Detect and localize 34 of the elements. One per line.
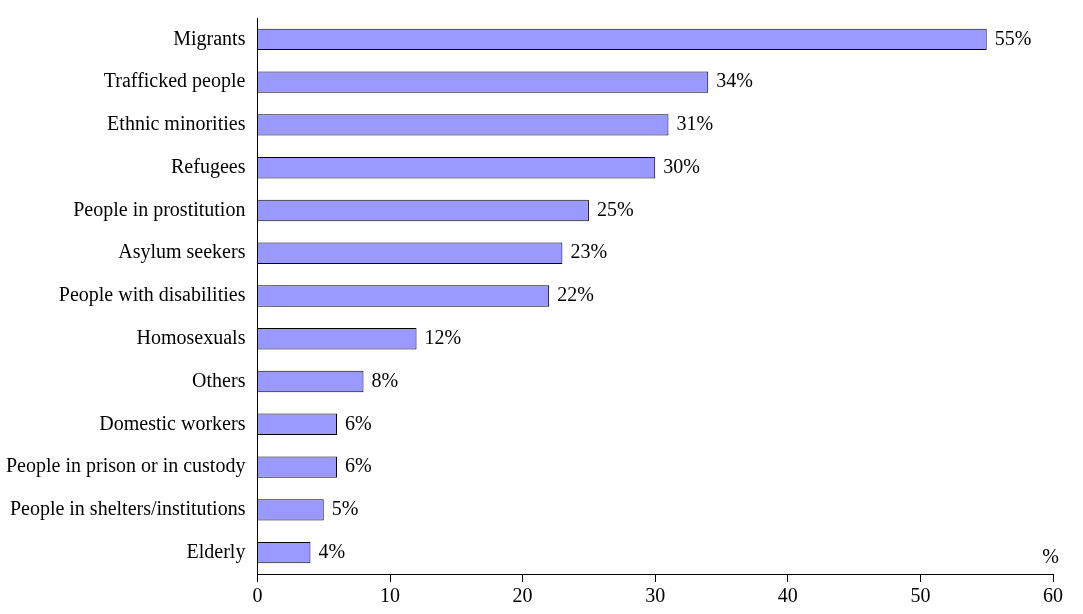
y-tick-label: Homosexuals (136, 326, 246, 349)
y-tick-label: Migrants (173, 26, 246, 50)
data-label: 12% (424, 326, 462, 349)
y-tick-label: People in shelters/institutions (9, 497, 246, 521)
y-tick-label: People in prison or in custody (5, 454, 246, 478)
data-label: 31% (676, 112, 714, 135)
data-label: 6% (344, 454, 372, 477)
x-tick-label: 40 (777, 584, 798, 607)
data-label: 5% (331, 497, 359, 520)
y-tick-label: Refugees (171, 154, 246, 178)
x-tick-label: 0 (252, 584, 263, 607)
y-tick-label: Elderly (186, 539, 246, 563)
x-tick-label: 60 (1043, 584, 1063, 607)
x-tick-label: 20 (512, 584, 533, 607)
y-tick-label: People in prostitution (73, 197, 246, 221)
y-tick-label: Others (192, 368, 246, 391)
data-label: 6% (344, 411, 372, 434)
y-tick-label: Ethnic minorities (107, 112, 246, 135)
y-tick-label: Domestic workers (99, 411, 246, 434)
x-tick-label: 50 (910, 584, 931, 607)
x-tick-label: 10 (380, 584, 401, 607)
x-axis-title: % (1042, 545, 1059, 568)
y-tick-label: People with disabilities (58, 283, 246, 307)
data-label: 30% (663, 154, 700, 177)
x-tick-label: 30 (645, 584, 666, 607)
data-label: 25% (596, 197, 634, 220)
y-tick-label: Trafficked people (103, 69, 246, 93)
data-label: 34% (716, 69, 753, 92)
data-label: 23% (570, 240, 608, 263)
data-label: 8% (371, 368, 399, 391)
data-label: 4% (318, 539, 346, 562)
data-label: 55% (994, 26, 1032, 49)
y-tick-label: Asylum seekers (118, 240, 246, 264)
data-label: 22% (557, 283, 594, 306)
